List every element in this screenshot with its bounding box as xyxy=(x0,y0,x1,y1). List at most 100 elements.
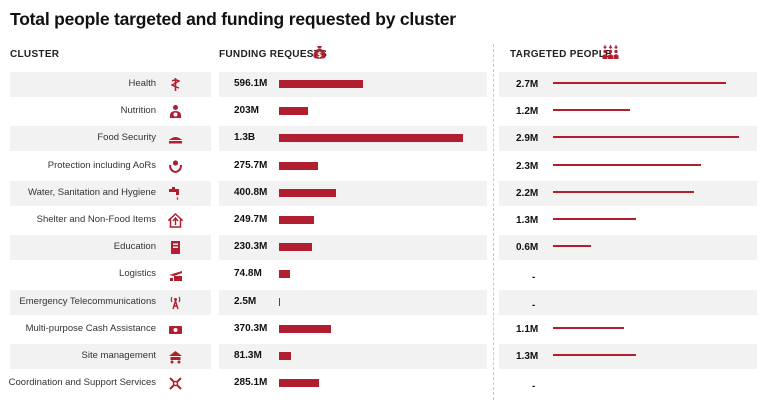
row-band xyxy=(219,180,487,206)
funding-bar xyxy=(279,270,290,279)
targeted-bar xyxy=(553,354,637,356)
cash-icon xyxy=(169,325,182,334)
cluster-header: CLUSTER xyxy=(10,49,60,60)
shelter-icon xyxy=(168,213,183,228)
targeted-bar xyxy=(553,326,624,329)
row-band xyxy=(10,344,211,369)
targeted-bar xyxy=(553,109,630,112)
targeted-value-label: 1.1M xyxy=(516,323,539,335)
funding-value-label: 249.7M xyxy=(234,214,268,225)
cluster-label: Food Security xyxy=(97,132,156,144)
row-band xyxy=(219,289,487,315)
health-icon xyxy=(170,78,181,91)
chart-row: Protection including AoRs 275.7M 2.3M xyxy=(0,153,767,180)
targeted-value-label: 2.2M xyxy=(516,187,539,199)
targeted-value-label: - xyxy=(532,381,536,393)
targeted-value-label: 1.3M xyxy=(516,351,539,362)
row-band xyxy=(499,289,757,315)
chart-title: Total people targeted and funding reques… xyxy=(10,9,456,29)
targeted-value-label: 1.2M xyxy=(516,106,539,118)
row-band xyxy=(10,289,211,315)
row-band xyxy=(499,126,757,152)
column-divider xyxy=(493,44,494,400)
funding-bar xyxy=(279,297,280,306)
targeted-bar xyxy=(553,218,637,220)
chart-row: Water, Sanitation and Hygiene 400.8M 2.2M xyxy=(0,180,767,207)
funding-value-label: 1.3B xyxy=(234,132,256,144)
funding-bar xyxy=(279,324,332,333)
svg-text:$: $ xyxy=(317,51,322,59)
cluster-label: Water, Sanitation and Hygiene xyxy=(28,186,156,198)
cluster-label: Multi-purpose Cash Assistance xyxy=(25,322,156,334)
chart-row: Nutrition 203M 1.2M xyxy=(0,98,767,125)
funding-value-label: 74.8M xyxy=(234,268,262,280)
logistics-icon xyxy=(169,271,182,282)
funding-value-label: 81.3M xyxy=(234,350,262,361)
row-band xyxy=(219,344,487,369)
funding-bar xyxy=(279,379,320,388)
cluster-label: Nutrition xyxy=(120,105,156,117)
funding-bar xyxy=(279,107,308,116)
chart-row: Food Security 1.3B 2.9M xyxy=(0,125,767,152)
chart-row: Shelter and Non-Food Items 249.7M 1.3M xyxy=(0,207,767,234)
funding-value-label: 203M xyxy=(234,105,260,117)
chart-row: Education 230.3M 0.6M xyxy=(0,234,767,261)
targeted-value-label: - xyxy=(532,299,536,311)
funding-value-label: 285.1M xyxy=(234,377,268,389)
coordination-icon xyxy=(169,377,182,390)
protection-icon xyxy=(169,159,182,173)
funding-value-label: 2.5M xyxy=(234,295,257,307)
row-band xyxy=(499,344,757,369)
nutrition-icon xyxy=(169,105,182,119)
targeted-value-label: - xyxy=(532,272,536,284)
cluster-label: Site management xyxy=(81,350,156,361)
targeted-bar xyxy=(553,245,592,248)
targeted-bar xyxy=(553,136,739,139)
targeted-value-label: 2.3M xyxy=(516,160,539,172)
funding-bar xyxy=(279,216,315,224)
row-band xyxy=(499,235,757,261)
chart-row: Logistics 74.8M - xyxy=(0,261,767,288)
funding-value-label: 596.1M xyxy=(234,78,268,89)
wash-icon xyxy=(169,186,179,200)
chart-row: Emergency Telecommunications 2.5M - xyxy=(0,289,767,316)
people-icon xyxy=(602,45,619,59)
cluster-label: Education xyxy=(113,241,156,253)
row-band xyxy=(499,72,757,97)
funding-bar xyxy=(279,188,336,197)
targeted-value-label: 2.9M xyxy=(516,133,539,145)
cluster-label: Emergency Telecommunications xyxy=(19,295,156,307)
targeted-bar xyxy=(553,163,701,166)
funding-bar xyxy=(279,352,291,360)
cluster-label: Coordination and Support Services xyxy=(8,377,156,389)
cluster-label: Shelter and Non-Food Items xyxy=(36,214,156,225)
targeted-bar xyxy=(553,82,727,84)
money-bag-icon: $ xyxy=(313,46,326,59)
funding-value-label: 230.3M xyxy=(234,241,268,253)
funding-bar xyxy=(279,161,319,170)
funding-bar xyxy=(279,80,364,88)
funding-bar xyxy=(279,243,312,252)
chart-row: Coordination and Support Services 285.1M - xyxy=(0,370,767,397)
telecom-icon xyxy=(170,296,181,309)
row-band xyxy=(10,72,211,97)
cluster-label: Health xyxy=(128,78,156,89)
row-band xyxy=(499,180,757,206)
funding-value-label: 370.3M xyxy=(234,322,268,334)
education-icon xyxy=(171,241,180,255)
food-security-icon xyxy=(169,137,182,144)
chart-row: Site management 81.3M 1.3M xyxy=(0,343,767,370)
funding-bar xyxy=(279,134,463,143)
chart-row: Health 596.1M 2.7M xyxy=(0,71,767,98)
row-band xyxy=(219,235,487,261)
targeted-bar xyxy=(553,190,695,193)
funding-header: FUNDING REQUESTS xyxy=(219,49,328,60)
cluster-label: Protection including AoRs xyxy=(47,159,156,171)
targeted-value-label: 2.7M xyxy=(516,79,539,90)
targeted-value-label: 1.3M xyxy=(516,215,539,226)
targeted-header: TARGETED PEOPLE xyxy=(510,49,613,60)
site-management-icon xyxy=(169,351,182,364)
funding-value-label: 400.8M xyxy=(234,186,268,198)
chart-row: Multi-purpose Cash Assistance 370.3M 1.1M xyxy=(0,316,767,343)
cluster-label: Logistics xyxy=(119,268,156,280)
